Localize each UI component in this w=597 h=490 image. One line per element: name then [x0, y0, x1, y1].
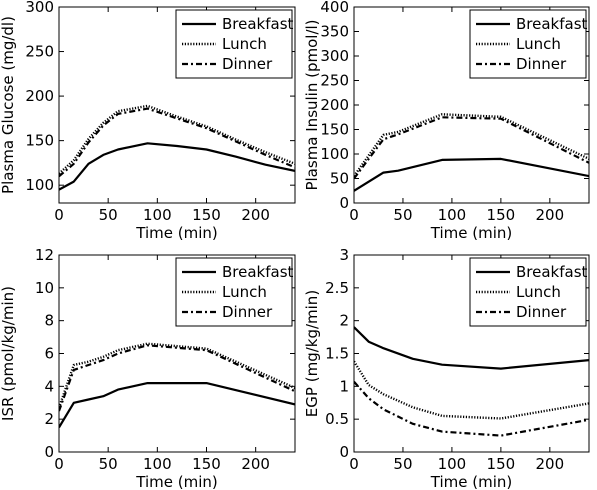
y-tick-label: 250	[320, 72, 349, 90]
series-line-dinner	[354, 380, 589, 437]
y-tick-label: 400	[320, 0, 349, 16]
y-tick-label: 300	[25, 0, 54, 16]
y-tick-label: 350	[320, 23, 349, 41]
y-tick-label: 2	[339, 312, 349, 330]
y-tick-label: 200	[25, 87, 54, 105]
series-group	[59, 342, 295, 428]
y-tick-label: 300	[320, 47, 349, 65]
y-tick-label: 0.5	[325, 410, 349, 428]
series-line-dinner	[59, 107, 295, 178]
series-line-dinner	[59, 344, 295, 412]
series-line-lunch	[354, 113, 589, 177]
x-tick-label: 200	[536, 455, 565, 473]
x-axis-label: Time (min)	[135, 224, 217, 242]
x-tick-label: 100	[438, 206, 467, 224]
series-group	[354, 326, 589, 437]
legend-label-dinner: Dinner	[516, 303, 567, 321]
y-axis-label: Plasma Insulin (pmol/l)	[303, 19, 321, 190]
x-tick-label: 0	[349, 455, 359, 473]
y-tick-label: 150	[320, 121, 349, 139]
legend-box	[175, 257, 293, 327]
x-tick-label: 0	[54, 206, 64, 224]
x-tick-label: 100	[143, 206, 172, 224]
y-tick-label: 50	[330, 170, 349, 188]
y-tick-label: 8	[44, 312, 54, 330]
chart-2: 0 50 100 150 200050100150200250300350400Time…	[303, 0, 590, 242]
y-tick-label: 3	[339, 246, 349, 264]
y-tick-label: 6	[44, 345, 54, 363]
series-line-dinner	[354, 116, 589, 180]
legend-label-dinner: Dinner	[222, 303, 273, 321]
legend-label-dinner: Dinner	[222, 55, 273, 73]
x-tick-label: 200	[241, 455, 270, 473]
y-tick-label: 1.5	[325, 345, 349, 363]
x-tick-label: 150	[487, 455, 516, 473]
legend: Breakfast Lunch Dinner	[469, 257, 588, 327]
y-tick-label: 100	[320, 145, 349, 163]
y-tick-label: 4	[44, 377, 54, 395]
legend: Breakfast Lunch Dinner	[175, 9, 294, 79]
y-tick-label: 100	[25, 176, 54, 194]
legend-box	[175, 9, 293, 79]
chart-4: 0 50 100 150 200 0 0.5 1 1.5 2 2.5 3 Time (min) EGP (…	[303, 246, 590, 490]
x-tick-label: 0	[349, 206, 359, 224]
legend-label-lunch: Lunch	[222, 35, 267, 53]
series-group	[59, 104, 295, 191]
y-axis-label: Plasma Glucose (mg/dl)	[0, 16, 17, 194]
y-tick-label: 10	[35, 279, 54, 297]
x-tick-label: 150	[192, 206, 221, 224]
y-tick-label: 12	[35, 246, 54, 264]
x-axis-label: Time (min)	[430, 224, 512, 242]
legend-label-lunch: Lunch	[222, 283, 267, 301]
y-tick-label: 250	[25, 43, 54, 61]
y-tick-label: 2.5	[325, 279, 349, 297]
legend-box	[469, 9, 587, 79]
x-tick-label: 50	[99, 206, 118, 224]
x-tick-label: 200	[241, 206, 270, 224]
legend-label-breakfast: Breakfast	[222, 263, 294, 281]
x-tick-label: 200	[536, 206, 565, 224]
series-line-breakfast	[59, 382, 295, 428]
series-line-lunch	[59, 104, 295, 175]
chart-1: 0 50 100 150 200 100 150 200 250 300 Time (min) Pla…	[0, 0, 296, 242]
x-tick-label: 50	[393, 455, 412, 473]
y-tick-label: 1	[339, 377, 349, 395]
series-line-lunch	[354, 360, 589, 420]
legend-label-breakfast: Breakfast	[516, 15, 588, 33]
x-tick-label: 50	[99, 455, 118, 473]
x-tick-label: 150	[192, 455, 221, 473]
x-tick-label: 100	[438, 455, 467, 473]
legend-label-lunch: Lunch	[516, 283, 561, 301]
legend: Breakfast Lunch Dinner	[469, 9, 588, 79]
series-line-breakfast	[354, 326, 589, 370]
legend-label-dinner: Dinner	[516, 55, 567, 73]
series-group	[354, 113, 589, 192]
x-tick-label: 150	[487, 206, 516, 224]
y-tick-label: 0	[339, 443, 349, 461]
y-axis-label: ISR (pmol/kg/min)	[0, 286, 17, 421]
series-line-breakfast	[354, 157, 589, 192]
y-tick-label: 2	[44, 410, 54, 428]
y-tick-label: 0	[339, 194, 349, 212]
y-tick-label: 200	[320, 96, 349, 114]
x-tick-label: 0	[54, 455, 64, 473]
chart-3: 0 50 100 150 200 0 2 4 6 8 10 12 Time (min) ISR (pmol…	[0, 246, 296, 490]
legend-box	[469, 257, 587, 327]
series-line-lunch	[59, 342, 295, 409]
legend-label-breakfast: Breakfast	[516, 263, 588, 281]
legend-label-breakfast: Breakfast	[222, 15, 294, 33]
legend-label-lunch: Lunch	[516, 35, 561, 53]
y-axis-label: EGP (mg/kg/min)	[303, 290, 321, 417]
x-tick-label: 50	[393, 206, 412, 224]
y-tick-label: 0	[44, 443, 54, 461]
legend: Breakfast Lunch Dinner	[175, 257, 294, 327]
x-axis-label: Time (min)	[430, 473, 512, 490]
x-axis-label: Time (min)	[135, 473, 217, 490]
series-line-breakfast	[59, 142, 295, 191]
y-tick-label: 150	[25, 132, 54, 150]
axes-frame	[58, 6, 296, 204]
x-tick-label: 100	[143, 455, 172, 473]
